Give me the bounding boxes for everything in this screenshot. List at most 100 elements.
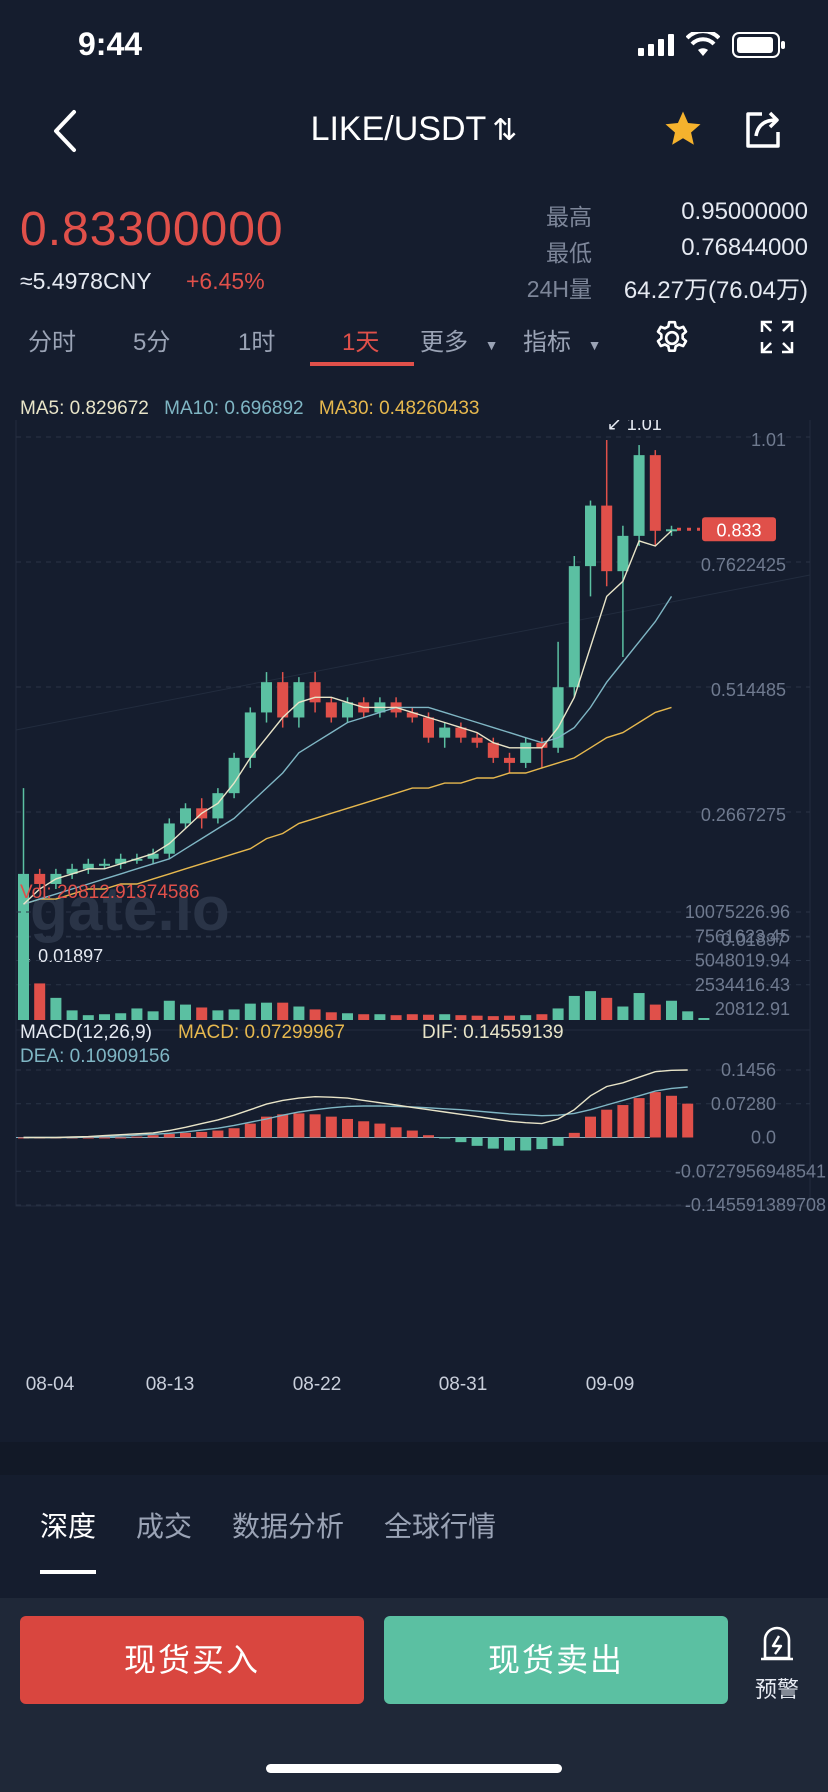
volume-bar — [358, 1014, 370, 1020]
bottom-tabs: 深度 成交 数据分析 全球行情 — [0, 1475, 828, 1599]
cny-price: ≈5.4978CNY — [20, 268, 152, 294]
macd-axis-label: -0.145591389708 — [685, 1195, 826, 1215]
nav-bar: LIKE/USDT ⇅ — [0, 90, 828, 180]
macd-histogram-bar — [374, 1123, 386, 1138]
macd-histogram-bar — [633, 1098, 645, 1138]
tab-timeshare[interactable]: 分时 — [28, 329, 76, 356]
volume-bar — [66, 1010, 78, 1020]
date-axis-label: 08-22 — [293, 1374, 342, 1390]
watermark-logo: gate.io — [30, 875, 230, 944]
section-divider — [0, 1442, 828, 1476]
battery-icon — [732, 32, 785, 58]
macd-histogram-bar — [487, 1137, 499, 1149]
chart-separator — [15, 574, 811, 731]
tab-depth[interactable]: 深度 — [40, 1511, 97, 1542]
macd-histogram-bar — [99, 1137, 110, 1139]
spot-buy-button[interactable]: 现货买入 — [20, 1616, 364, 1704]
price-axis-label: 0.2667275 — [701, 805, 786, 825]
macd-histogram-bar — [585, 1116, 596, 1138]
volume-bar — [34, 983, 46, 1020]
favorite-star-icon[interactable] — [662, 108, 704, 150]
candle-body — [131, 858, 143, 861]
kline-chart[interactable]: 1.01 0.7622425 0.514485 0.2667275 0.01897 gat… — [0, 420, 828, 1390]
candle-body — [228, 757, 240, 794]
tab-active-indicator — [310, 362, 414, 366]
chart-frame — [15, 420, 811, 1207]
spot-sell-button[interactable]: 现货卖出 — [384, 1616, 728, 1704]
candle-body — [293, 682, 305, 718]
ma-legend: MA5: 0.829672 MA10: 0.696892 MA30: 0.482… — [20, 398, 479, 420]
tab-more[interactable]: 更多 ▼ — [420, 322, 499, 357]
current-price-tag — [702, 517, 776, 542]
volume-bar — [18, 923, 29, 1020]
volume-bar — [374, 1014, 386, 1020]
caret-down-icon: ▼ — [484, 337, 499, 353]
macd-histogram-bar — [568, 1132, 580, 1138]
volume-axis-label: 7561623.45 — [695, 926, 790, 946]
volume-bar — [147, 1011, 159, 1020]
volume-bar — [406, 1014, 418, 1020]
date-axis-label: 08-31 — [439, 1374, 488, 1390]
pair-selector[interactable]: LIKE/USDT ⇅ — [0, 110, 828, 149]
macd-histogram-bar — [536, 1137, 548, 1150]
volume-bar — [585, 991, 596, 1020]
tab-1hour[interactable]: 1时 — [238, 329, 276, 356]
last-price: 0.83300000 — [20, 203, 284, 256]
high-label: 最高 — [546, 204, 592, 230]
tab-1day[interactable]: 1天 — [342, 329, 380, 356]
fullscreen-icon[interactable] — [758, 318, 796, 356]
macd-axis-label: -0.0727956948541 — [675, 1161, 826, 1181]
tab-indicators-label: 指标 — [523, 329, 571, 356]
date-axis-label: 08-13 — [146, 1374, 195, 1390]
share-icon[interactable] — [742, 108, 784, 150]
ma30-value: MA30: 0.48260433 — [318, 398, 480, 419]
volume-bar — [390, 1015, 402, 1020]
date-axis-label: 09-09 — [586, 1374, 635, 1390]
volume-bar — [244, 1003, 256, 1020]
volume-bar — [50, 997, 62, 1020]
candle-body — [212, 793, 224, 819]
candle-body — [601, 505, 613, 572]
macd-histogram-bar — [131, 1136, 143, 1138]
candle-body — [180, 808, 191, 824]
macd-histogram-bar — [180, 1132, 191, 1138]
tab-indicators[interactable]: 指标 ▼ — [523, 322, 602, 357]
candle-body — [309, 682, 321, 703]
volume-bar — [228, 1009, 240, 1020]
tab-trades[interactable]: 成交 — [136, 1511, 193, 1542]
macd-histogram-bar — [649, 1092, 661, 1138]
macd-axis-label: 0.1456 — [721, 1060, 776, 1080]
back-icon[interactable] — [48, 108, 82, 154]
wifi-icon — [686, 32, 720, 56]
tab-5min[interactable]: 5分 — [133, 329, 171, 356]
macd-histogram-bar — [115, 1137, 127, 1139]
macd-histogram-bar — [82, 1137, 94, 1139]
tab-data-analysis[interactable]: 数据分析 — [232, 1511, 345, 1542]
candle-body — [34, 873, 46, 884]
macd-value-label: MACD: 0.07299967 — [178, 1022, 345, 1043]
candle-body — [455, 727, 467, 738]
price-alert-button[interactable]: 预警 — [740, 1622, 814, 1704]
ma5-line — [23, 530, 672, 905]
volume-bar — [212, 1010, 224, 1020]
volume-bar — [309, 1009, 321, 1020]
volume-bar — [666, 1000, 677, 1020]
macd-axis-label: 0.07280 — [711, 1094, 776, 1114]
candle-body — [277, 682, 289, 718]
candle-body — [66, 868, 78, 874]
macd-histogram-bar — [293, 1113, 305, 1138]
macd-histogram-bar — [423, 1135, 434, 1138]
alert-label: 预警 — [754, 1677, 799, 1702]
macd-histogram-bar — [455, 1137, 467, 1143]
macd-histogram-bar — [147, 1135, 159, 1138]
volume-24h-label: 24H量 — [526, 276, 592, 302]
min-price-label: ↖ 0.01897 — [18, 946, 103, 966]
settings-gear-icon[interactable] — [652, 318, 692, 358]
bottom-tab-active-indicator — [40, 1570, 96, 1574]
price-axis-label: 0.7622425 — [701, 555, 786, 575]
dif-value-label: DIF: 0.14559139 — [422, 1022, 564, 1043]
dea-value-label: DEA: 0.10909156 — [20, 1046, 170, 1067]
candle-body — [649, 455, 661, 531]
tab-global-market[interactable]: 全球行情 — [384, 1511, 497, 1542]
macd-histogram-bar — [244, 1123, 256, 1138]
